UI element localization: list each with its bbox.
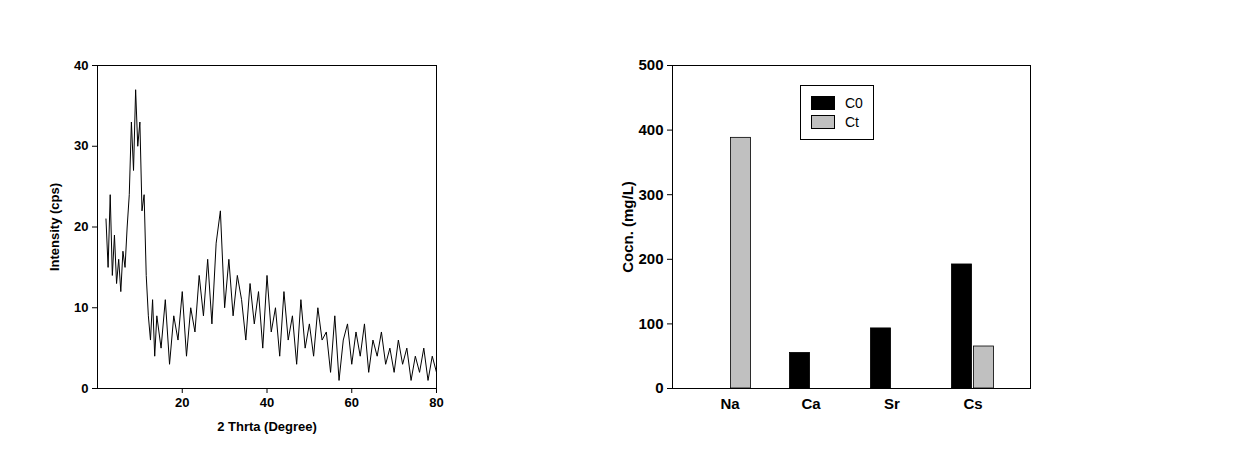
svg-text:0: 0	[81, 381, 88, 396]
svg-text:0: 0	[655, 379, 663, 396]
svg-text:20: 20	[175, 395, 189, 410]
svg-text:80: 80	[429, 395, 443, 410]
svg-text:40: 40	[74, 58, 88, 73]
svg-text:30: 30	[74, 138, 88, 153]
svg-text:200: 200	[638, 250, 663, 267]
svg-text:Cs: Cs	[963, 395, 982, 412]
html-text:Ct: Ct	[845, 114, 859, 130]
svg-text:400: 400	[638, 121, 663, 138]
svg-text:60: 60	[345, 395, 359, 410]
html-text:C0: C0	[845, 95, 863, 111]
svg-text:20: 20	[74, 219, 88, 234]
svg-text:Sr: Sr	[884, 395, 900, 412]
svg-text:2 Thrta (Degree): 2 Thrta (Degree)	[217, 419, 317, 434]
svg-text:40: 40	[260, 395, 274, 410]
svg-text:Ca: Ca	[801, 395, 821, 412]
svg-text:10: 10	[74, 300, 88, 315]
svg-text:Cocn. (mg/L): Cocn. (mg/L)	[619, 181, 636, 273]
svg-text:300: 300	[638, 186, 663, 203]
svg-text:500: 500	[638, 56, 663, 73]
svg-text:100: 100	[638, 315, 663, 332]
svg-text:Intensity (cps): Intensity (cps)	[47, 183, 62, 271]
svg-text:Na: Na	[720, 395, 740, 412]
